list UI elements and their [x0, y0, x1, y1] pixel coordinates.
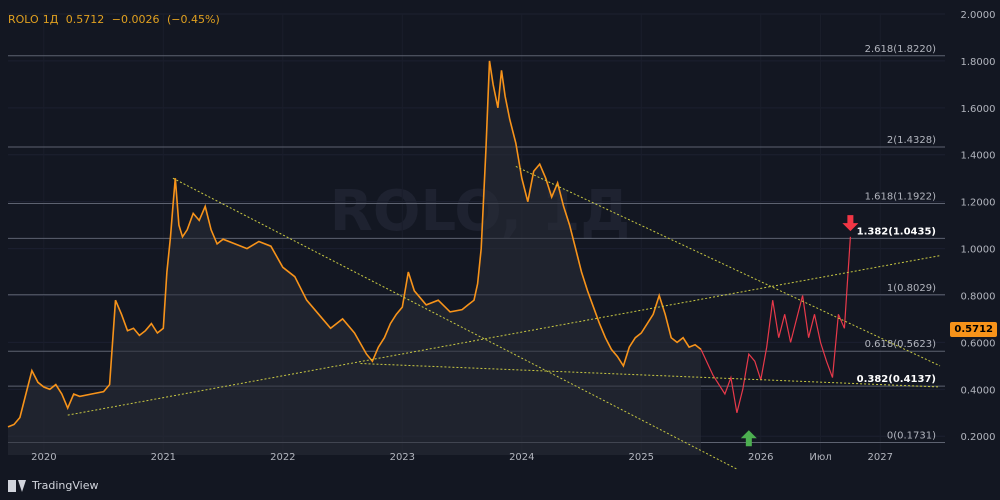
price-line	[7, 60, 702, 428]
timeframe[interactable]: 1Д	[42, 13, 59, 26]
fib-level-label: 1.382(1.0435)	[857, 226, 936, 237]
y-tick-label: 1.6000	[961, 104, 996, 115]
tradingview-brand[interactable]: TradingView	[8, 479, 98, 492]
trendline	[360, 363, 941, 388]
down-arrow-icon	[842, 215, 859, 232]
x-tick-label: 2025	[629, 452, 654, 463]
y-tick-label: 2.0000	[961, 10, 996, 21]
fib-level-label: 0.618(0.5623)	[865, 339, 937, 350]
fib-level-label: 1(0.8029)	[887, 283, 936, 294]
y-tick-label: 1.2000	[961, 198, 996, 209]
x-tick-label: 2026	[748, 452, 773, 463]
fib-level-label: 2.618(1.8220)	[865, 44, 937, 55]
x-tick-label: 2022	[270, 452, 295, 463]
chart-header: ROLO 1Д 0.5712 −0.0026 (−0.45%)	[8, 13, 224, 26]
y-tick-label: 1.0000	[961, 245, 996, 256]
trendline	[172, 177, 738, 470]
y-tick-label: 0.2000	[961, 432, 996, 443]
fib-level-label: 0(0.1731)	[887, 431, 936, 442]
y-tick-label: 0.6000	[961, 338, 996, 349]
x-tick-label: 2023	[390, 452, 415, 463]
watermark: ROLO, 1Д	[330, 179, 630, 244]
fib-level-label: 2(1.4328)	[887, 135, 936, 146]
forecast-line	[700, 236, 851, 413]
up-arrow-icon	[740, 430, 757, 447]
last-price: 0.5712	[65, 13, 105, 26]
fib-level-label: 1.618(1.1922)	[865, 191, 937, 202]
x-tick-label: 2020	[31, 452, 56, 463]
x-tick-label: 2027	[868, 452, 893, 463]
symbol[interactable]: ROLO	[8, 13, 39, 26]
current-price-tag: 0.5712	[950, 322, 997, 337]
x-tick-label: 2021	[151, 452, 176, 463]
price-change-pct: (−0.45%)	[167, 13, 220, 26]
x-tick-label: 2024	[509, 452, 534, 463]
price-area	[8, 60, 702, 456]
x-tick-label: Июл	[809, 452, 831, 463]
y-tick-label: 1.4000	[961, 151, 996, 162]
y-tick-label: 0.4000	[961, 385, 996, 396]
fib-level-label: 0.382(0.4137)	[857, 374, 936, 385]
price-change: −0.0026	[111, 13, 160, 26]
brand-label: TradingView	[32, 479, 99, 492]
y-tick-label: 0.8000	[961, 291, 996, 302]
tradingview-logo-icon	[8, 479, 26, 492]
y-tick-label: 1.8000	[961, 57, 996, 68]
